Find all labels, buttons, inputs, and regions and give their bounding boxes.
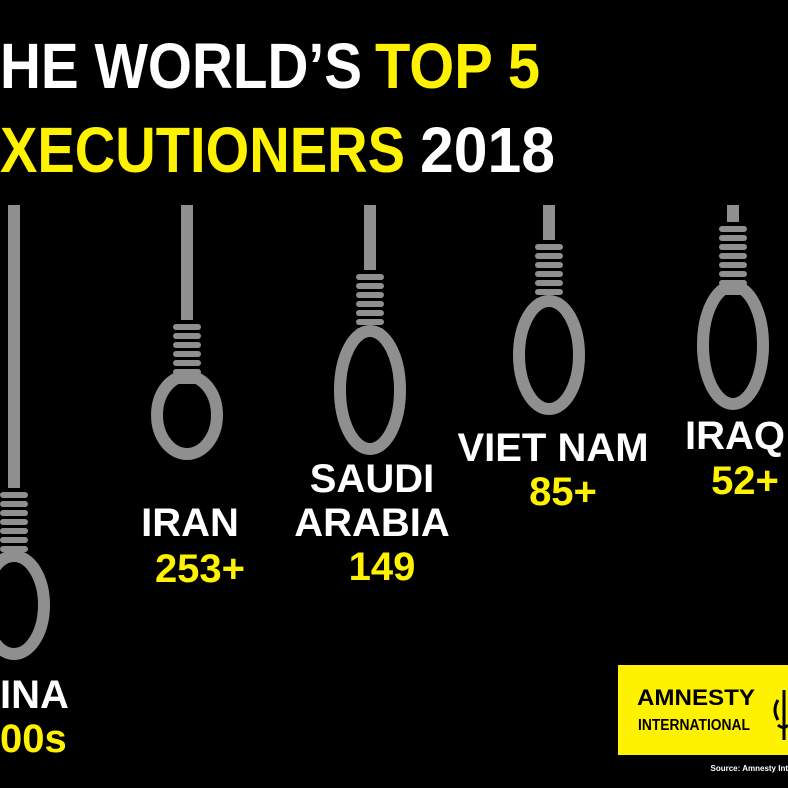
coil [0, 528, 28, 534]
title-white: 2018 [420, 114, 555, 186]
coil [535, 244, 563, 250]
coil [719, 271, 747, 277]
coil [173, 333, 201, 339]
title-white: HE WORLD’S [0, 30, 362, 102]
execution-count: 253+ [155, 547, 245, 591]
nooses [0, 205, 769, 660]
coil [0, 537, 28, 543]
country-name: SAUDI [310, 457, 434, 501]
coil [356, 301, 384, 307]
coil [719, 262, 747, 268]
loop [334, 325, 406, 455]
coil [356, 292, 384, 298]
coil [0, 546, 28, 552]
loop [0, 550, 50, 660]
logo-text: AMNESTY [637, 685, 755, 710]
coil [535, 289, 563, 295]
loop [697, 280, 769, 410]
candle-icon [773, 690, 788, 740]
coil [356, 283, 384, 289]
coil [535, 262, 563, 268]
execution-count: 52+ [711, 459, 779, 503]
coil [535, 253, 563, 259]
country-name: VIET NAM [457, 426, 648, 470]
country-name: INA [0, 673, 69, 717]
country-name: ARABIA [294, 501, 450, 545]
coil [719, 244, 747, 250]
coil [173, 360, 201, 366]
coil [173, 324, 201, 330]
coil [719, 235, 747, 241]
coil [0, 501, 28, 507]
country-name: IRAN [141, 501, 239, 545]
execution-count: 00s [0, 717, 67, 761]
title-yellow: TOP 5 [375, 30, 540, 102]
loop [151, 370, 223, 460]
coil [719, 226, 747, 232]
coil [173, 351, 201, 357]
coil [535, 280, 563, 286]
coil [173, 342, 201, 348]
source: Source: Amnesty Int [711, 764, 788, 773]
coil [0, 519, 28, 525]
country-name: IRAQ [685, 414, 785, 458]
coil [356, 319, 384, 325]
execution-count: 149 [349, 545, 416, 589]
loop [513, 295, 585, 415]
coil [0, 510, 28, 516]
execution-count: 85+ [529, 470, 597, 514]
coil [356, 274, 384, 280]
coil [0, 492, 28, 498]
coil [719, 253, 747, 259]
coil [535, 271, 563, 277]
logo-box [618, 665, 788, 755]
title-yellow: XECUTIONERS [0, 114, 405, 186]
coil [356, 310, 384, 316]
logo-text: INTERNATIONAL [638, 717, 750, 734]
